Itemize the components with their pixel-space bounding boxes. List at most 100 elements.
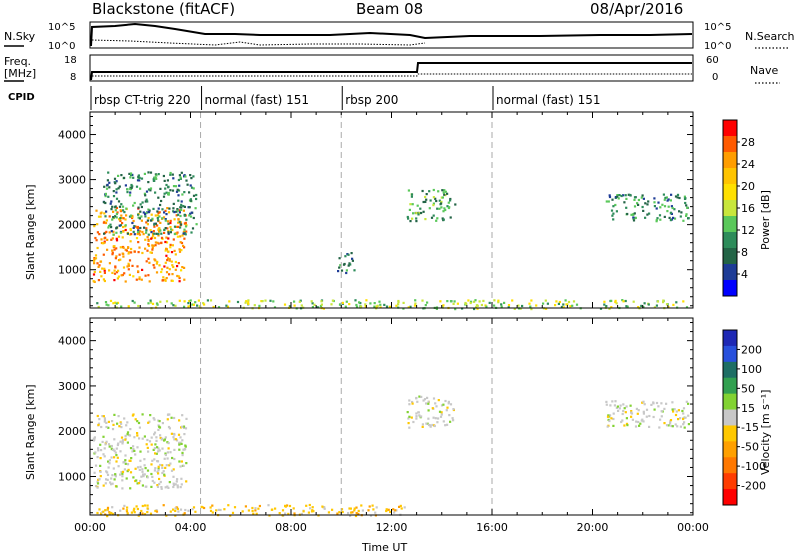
data-cell <box>106 506 110 509</box>
data-cell <box>435 219 438 222</box>
data-cell <box>109 202 112 205</box>
data-cell <box>663 205 667 208</box>
data-cell <box>420 395 423 398</box>
y-tick-label: 4000 <box>58 129 86 142</box>
data-cell <box>160 236 164 239</box>
data-cell <box>446 406 449 409</box>
data-cell <box>480 303 483 307</box>
data-cell <box>637 198 640 202</box>
data-cell <box>177 433 181 436</box>
data-cell <box>133 233 136 236</box>
data-cell <box>98 233 101 236</box>
data-cell <box>618 407 621 410</box>
data-cell <box>674 413 678 417</box>
data-cell <box>125 477 128 480</box>
data-cell <box>425 422 428 425</box>
data-cell <box>669 199 672 202</box>
data-cell <box>183 433 186 436</box>
data-cell <box>174 438 178 441</box>
data-cell <box>95 239 98 242</box>
data-cell <box>355 512 358 515</box>
data-cell <box>677 418 680 421</box>
data-cell <box>93 262 96 265</box>
data-cell <box>625 206 628 209</box>
data-cell <box>453 300 456 303</box>
data-cell <box>157 219 160 222</box>
data-cell <box>151 459 154 462</box>
data-cell <box>120 305 123 308</box>
data-cell <box>432 202 435 205</box>
data-cell <box>99 470 102 473</box>
data-cell <box>281 509 285 512</box>
data-cell <box>124 248 127 251</box>
data-cell <box>624 299 627 303</box>
data-cell <box>118 425 121 428</box>
data-cell <box>176 209 180 212</box>
data-cell <box>129 459 132 462</box>
data-cell <box>113 272 117 275</box>
data-cell <box>115 191 118 194</box>
data-cell <box>140 215 143 218</box>
data-cell <box>178 250 182 253</box>
data-cell <box>354 514 358 518</box>
data-cell <box>393 511 396 514</box>
data-cell <box>423 398 427 401</box>
data-cell <box>225 304 228 307</box>
cpid-segment-label: rbsp CT-trig 220 <box>94 93 190 107</box>
data-cell <box>126 433 129 436</box>
data-cell <box>555 300 558 303</box>
data-cell <box>156 484 159 487</box>
data-cell <box>229 514 232 517</box>
data-cell <box>99 443 102 446</box>
data-cell <box>167 230 170 233</box>
data-cell <box>157 465 160 468</box>
data-cell <box>169 510 172 513</box>
data-cell <box>155 262 158 265</box>
data-cell <box>166 441 169 444</box>
data-cell <box>632 217 635 220</box>
data-cell <box>621 419 624 422</box>
data-cell <box>133 449 136 452</box>
data-cell <box>151 217 154 220</box>
data-cell <box>427 409 430 412</box>
colorbar-tick-label: 200 <box>741 343 762 356</box>
data-cell <box>394 509 397 512</box>
data-cell <box>162 470 165 473</box>
data-cell <box>179 177 182 180</box>
data-cell <box>284 512 287 515</box>
data-cell <box>435 307 438 310</box>
data-cell <box>121 252 124 255</box>
data-cell <box>97 279 100 282</box>
data-cell <box>678 210 681 213</box>
data-cell <box>136 225 139 229</box>
data-cell <box>98 418 101 421</box>
data-cell <box>374 511 377 514</box>
data-cell <box>113 456 116 459</box>
data-cell <box>415 220 418 223</box>
data-cell <box>97 265 100 268</box>
data-cell <box>411 217 414 220</box>
data-cell <box>411 400 414 404</box>
data-cell <box>156 241 159 244</box>
data-cell <box>365 299 368 302</box>
data-cell <box>659 418 662 421</box>
freq-trace <box>90 62 692 81</box>
data-cell <box>161 422 164 425</box>
data-cell <box>106 183 109 186</box>
data-cell <box>111 251 114 254</box>
data-cell <box>443 207 446 210</box>
data-cell <box>167 193 170 196</box>
power-colorbar-label: Power [dB] <box>759 190 772 250</box>
data-cell <box>110 483 113 486</box>
data-cell <box>149 251 152 254</box>
data-cell <box>136 420 139 423</box>
data-cell <box>407 189 410 192</box>
data-cell <box>351 259 354 262</box>
data-cell <box>172 185 176 188</box>
data-cell <box>176 274 179 278</box>
colorbar-segment <box>723 248 737 265</box>
data-cell <box>143 226 146 229</box>
data-cell <box>130 457 133 460</box>
data-cell <box>131 221 134 225</box>
power-ylabel: Slant Range [km] <box>24 184 37 280</box>
